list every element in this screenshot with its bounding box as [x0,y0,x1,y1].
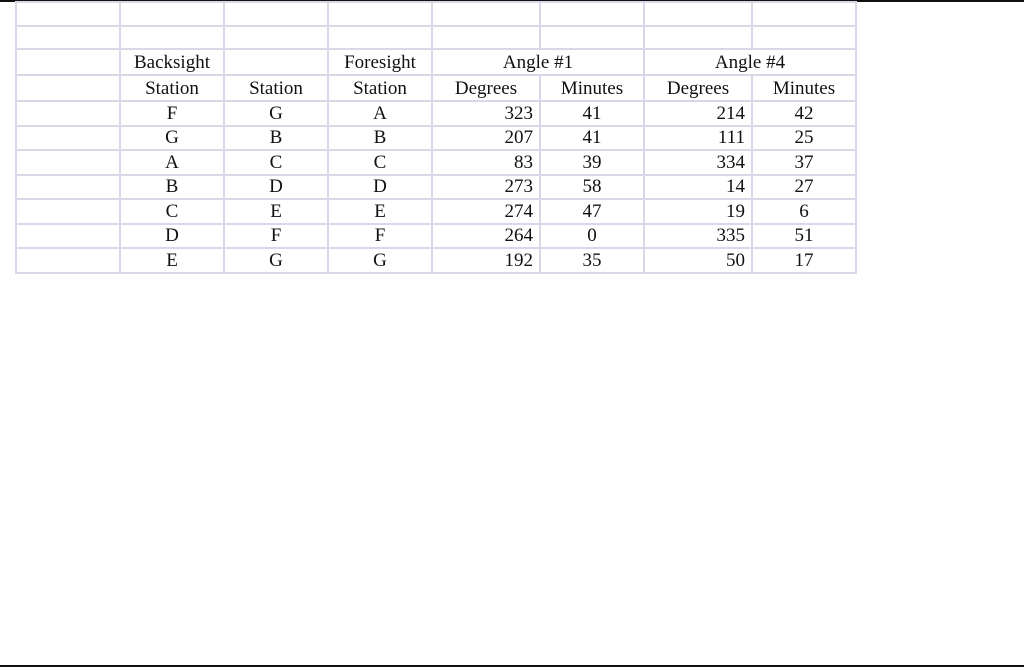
header-a1-minutes: Minutes [539,74,645,102]
empty-row [15,25,857,50]
cell-a4-min: 25 [751,124,857,151]
cell-a1-deg: 264 [431,222,541,249]
cell-foresight: C [327,149,433,176]
cell-station: B [223,124,329,151]
cell-backsight: E [119,247,225,274]
cell-station: G [223,100,329,127]
cell-a1-deg: 273 [431,173,541,200]
cell-a1-min: 39 [539,149,645,176]
cell-a4-deg: 111 [643,124,753,151]
empty-cell [15,222,121,249]
empty-cell [15,149,121,176]
cell-station: E [223,198,329,225]
header-row-1: Backsight Foresight Angle #1 Angle #4 [15,48,857,76]
cell-station: C [223,149,329,176]
cell-a1-min: 47 [539,198,645,225]
empty-cell [15,198,121,225]
survey-angle-table: Backsight Foresight Angle #1 Angle #4 St… [15,1,857,274]
cell-foresight: A [327,100,433,127]
cell-a1-min: 41 [539,100,645,127]
cell-a1-min: 0 [539,222,645,249]
header-backsight-station: Station [119,74,225,102]
cell-a4-min: 51 [751,222,857,249]
header-a4-degrees: Degrees [643,74,753,102]
cell-a1-deg: 323 [431,100,541,127]
cell-backsight: B [119,173,225,200]
table-row: A C C 83 39 334 37 [15,149,857,176]
cell-station: F [223,222,329,249]
cell-backsight: C [119,198,225,225]
cell-a4-deg: 19 [643,198,753,225]
empty-cell [15,247,121,274]
cell-a4-min: 27 [751,173,857,200]
table-row: D F F 264 0 335 51 [15,222,857,249]
bottom-border-line [0,665,1024,667]
cell-a4-min: 17 [751,247,857,274]
table-row: F G A 323 41 214 42 [15,100,857,127]
cell-a4-deg: 14 [643,173,753,200]
empty-cell [15,100,121,127]
header-a4-minutes: Minutes [751,74,857,102]
header-row-2: Station Station Station Degrees Minutes … [15,74,857,102]
header-angle-1: Angle #1 [431,48,645,76]
header-foresight-station: Station [327,74,433,102]
empty-cell [15,124,121,151]
cell-station: D [223,173,329,200]
cell-foresight: E [327,198,433,225]
header-station: Station [223,74,329,102]
cell-a1-min: 58 [539,173,645,200]
cell-a4-min: 6 [751,198,857,225]
empty-cell [15,173,121,200]
cell-foresight: F [327,222,433,249]
table-row: E G G 192 35 50 17 [15,247,857,274]
cell-foresight: D [327,173,433,200]
cell-a1-deg: 83 [431,149,541,176]
table-row: B D D 273 58 14 27 [15,173,857,200]
top-border-line [0,0,1024,2]
cell-a1-min: 35 [539,247,645,274]
cell-backsight: F [119,100,225,127]
cell-a1-deg: 274 [431,198,541,225]
table-row: C E E 274 47 19 6 [15,198,857,225]
table-row: G B B 207 41 111 25 [15,124,857,151]
cell-foresight: B [327,124,433,151]
header-angle-4: Angle #4 [643,48,857,76]
cell-a4-deg: 335 [643,222,753,249]
cell-a4-deg: 334 [643,149,753,176]
cell-backsight: A [119,149,225,176]
cell-a1-deg: 207 [431,124,541,151]
header-a1-degrees: Degrees [431,74,541,102]
cell-a1-deg: 192 [431,247,541,274]
header-cell [223,48,329,76]
cell-a4-min: 42 [751,100,857,127]
empty-row [15,1,857,27]
cell-a1-min: 41 [539,124,645,151]
cell-backsight: G [119,124,225,151]
cell-a4-deg: 50 [643,247,753,274]
header-backsight: Backsight [119,48,225,76]
cell-a4-min: 37 [751,149,857,176]
cell-a4-deg: 214 [643,100,753,127]
cell-foresight: G [327,247,433,274]
header-cell [15,74,121,102]
cell-station: G [223,247,329,274]
header-cell [15,48,121,76]
cell-backsight: D [119,222,225,249]
header-foresight: Foresight [327,48,433,76]
